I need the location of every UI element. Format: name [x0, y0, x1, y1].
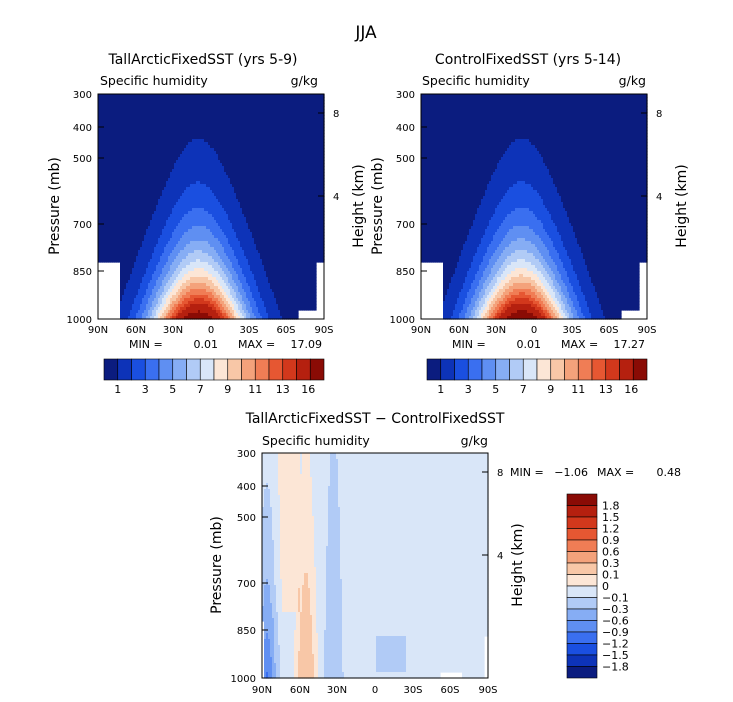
- plot-area: [98, 94, 325, 320]
- panel-tallarctic: TallArcticFixedSST (yrs 5-9) Specific hu…: [47, 52, 367, 396]
- variable-label: Specific humidity: [100, 73, 208, 88]
- figure-title: JJA: [354, 23, 377, 43]
- panel-title: TallArcticFixedSST (yrs 5-9): [107, 52, 297, 68]
- units-label: g/kg: [291, 73, 318, 88]
